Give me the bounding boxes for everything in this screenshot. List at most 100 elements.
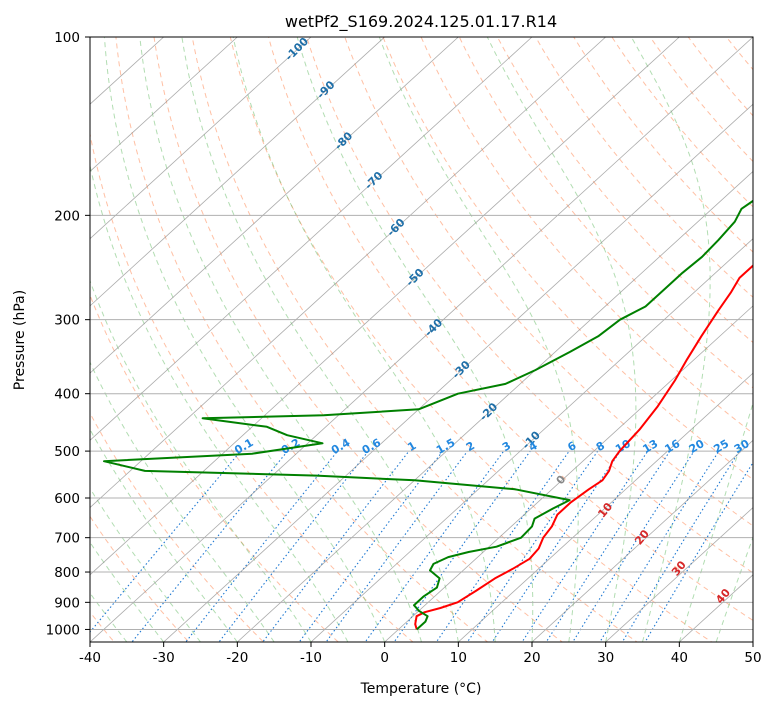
y-tick-label: 200 — [54, 208, 80, 224]
y-tick-label: 600 — [54, 491, 80, 507]
y-tick-label: 800 — [54, 565, 80, 581]
isotherm-line — [90, 37, 533, 441]
dry-adiabat-line — [458, 37, 753, 389]
isotherm-line — [90, 37, 606, 509]
dry-adiabat-line — [344, 37, 753, 527]
x-tick-label: 20 — [523, 650, 540, 666]
y-axis-ticks: 100 200 300 400 500 600 700 800 900 1000 — [46, 30, 90, 638]
dry-adiabat-line — [535, 37, 753, 298]
y-axis-label: Pressure (hPa) — [12, 290, 28, 390]
skewed-isotherms — [90, 37, 753, 642]
moist-adiabat-label: 0 — [554, 473, 569, 487]
dry-adiabat-line — [229, 37, 713, 642]
moist-adiabat-line — [90, 279, 312, 642]
mixing-ratio-label: 25 — [711, 437, 731, 456]
moist-adiabat-line — [486, 37, 637, 642]
moist-adiabat-label: 40 — [713, 586, 733, 606]
isotherm-line — [752, 641, 753, 642]
mixing-ratio-label: 1.5 — [434, 436, 457, 457]
y-tick-label: 300 — [54, 313, 80, 329]
mixing-ratio-label: 6 — [565, 439, 578, 454]
isotherm-label: -100 — [283, 35, 312, 64]
moist-adiabat-line — [296, 37, 534, 642]
dry-adiabat-line — [743, 10, 775, 654]
dry-adiabat-line — [153, 37, 564, 642]
x-tick-label: 30 — [597, 650, 614, 666]
moist-adiabat-line — [139, 37, 422, 642]
moist-adiabat-line — [181, 37, 459, 642]
dry-adiabat-line — [90, 412, 265, 642]
x-axis-label: Temperature (°C) — [360, 681, 482, 697]
mixing-ratio-label: 0.6 — [360, 436, 384, 457]
mixing-ratio-label: 30 — [732, 437, 752, 456]
dry-adiabat-line — [90, 293, 339, 642]
moist-adiabat-line — [103, 37, 386, 642]
dry-adiabat-line — [90, 131, 414, 642]
y-tick-label: 900 — [54, 595, 80, 611]
dry-adiabat-line — [611, 37, 753, 208]
isotherm-line — [90, 37, 238, 172]
dry-adiabat-line — [687, 37, 753, 117]
y-tick-label: 500 — [54, 444, 80, 460]
x-tick-label: 40 — [671, 650, 688, 666]
isotherm-line — [237, 170, 753, 642]
x-tick-label: 50 — [744, 650, 761, 666]
mixing-ratio-line — [218, 450, 369, 642]
isotherm-line — [310, 238, 753, 642]
dry-adiabat-line — [420, 37, 753, 435]
mixing-ratio-label: 1 — [405, 439, 418, 454]
isotherm-line — [163, 103, 753, 642]
moist-adiabat-line — [90, 361, 275, 642]
y-tick-label: 400 — [54, 387, 80, 403]
y-tick-label: 100 — [54, 30, 80, 46]
mixing-ratio-line — [131, 450, 289, 642]
moist-adiabat-line — [90, 428, 238, 642]
dry-adiabat-line — [382, 37, 753, 481]
moist-adiabat-line — [715, 535, 753, 642]
temperature-profile-line — [414, 264, 753, 630]
isotherm-line — [90, 37, 680, 576]
isotherm-line — [90, 37, 385, 307]
dry-adiabat-line — [267, 37, 753, 622]
moist-adiabats — [90, 37, 753, 642]
y-tick-label: 700 — [54, 531, 80, 547]
dry-adiabat-line — [191, 37, 638, 642]
dry-adiabat-line — [90, 515, 190, 642]
x-axis-ticks: -40 -30 -20 -10 0 10 20 30 40 50 — [79, 642, 762, 666]
mixing-ratio-label: 20 — [687, 437, 707, 456]
moist-adiabat-line — [678, 401, 753, 642]
plot-area: -100-90-80-70-60-50-40-30-20-100.1 0.2 0.4… — [90, 10, 775, 654]
isotherm-line — [90, 37, 312, 240]
moist-adiabat-line — [378, 37, 579, 642]
isotherm-line — [458, 372, 753, 642]
pressure-gridlines — [90, 37, 753, 630]
x-tick-label: -10 — [300, 650, 322, 666]
moist-adiabat-line — [90, 163, 349, 642]
dry-adiabat-line — [115, 37, 489, 642]
isotherm-line — [90, 37, 753, 642]
isotherm-line — [531, 439, 753, 642]
mixing-ratio-label: 3 — [500, 439, 513, 454]
moist-adiabat-label: 10 — [595, 500, 615, 520]
mixing-ratio-line — [466, 450, 599, 642]
mixing-ratio-line — [435, 450, 570, 642]
moist-adiabat-line — [232, 37, 496, 642]
mixing-ratio-label: 36 — [753, 437, 773, 456]
y-tick-label: 1000 — [46, 622, 80, 638]
x-tick-label: -40 — [79, 650, 101, 666]
moist-adiabat-label: 30 — [669, 558, 689, 578]
plot-frame — [89, 36, 754, 643]
mixing-ratio-label: 0.4 — [329, 436, 353, 457]
chart-title: wetPf2_S169.2024.125.01.17.R14 — [285, 12, 557, 32]
isotherm-line — [605, 507, 753, 642]
moist-adiabat-line — [90, 487, 201, 642]
dewpoint-profile-line — [103, 199, 753, 631]
dry-adiabat-line — [573, 37, 753, 253]
x-tick-label: 10 — [450, 650, 467, 666]
isotherm-line — [90, 37, 459, 374]
profile-series — [103, 199, 753, 631]
x-tick-label: -30 — [153, 650, 175, 666]
dry-adiabat-line — [496, 37, 753, 344]
x-tick-label: -20 — [226, 650, 248, 666]
